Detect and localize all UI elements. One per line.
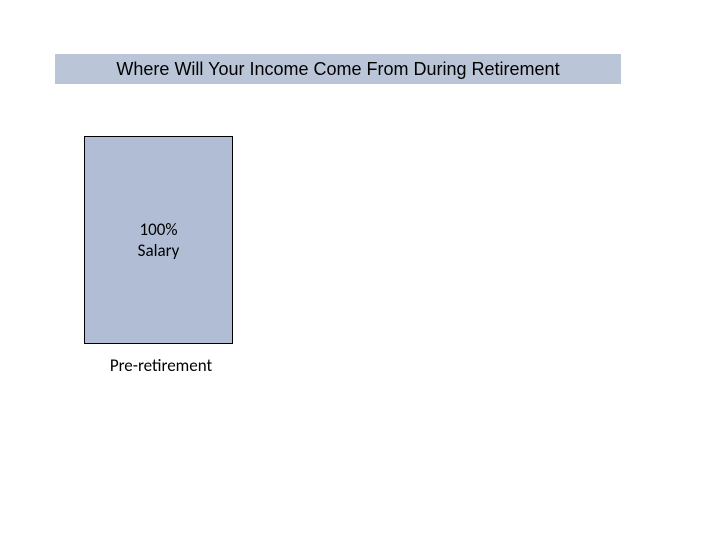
bar-pre-retirement-label: 100% Salary xyxy=(138,219,180,262)
chart-title: Where Will Your Income Come From During … xyxy=(116,59,559,80)
bar-label-line1: 100% xyxy=(138,219,180,240)
bar-label-line2: Salary xyxy=(138,240,180,261)
chart-title-bar: Where Will Your Income Come From During … xyxy=(55,54,621,84)
axis-label-pre-retirement: Pre-retirement xyxy=(96,355,226,376)
bar-pre-retirement: 100% Salary xyxy=(84,136,233,344)
